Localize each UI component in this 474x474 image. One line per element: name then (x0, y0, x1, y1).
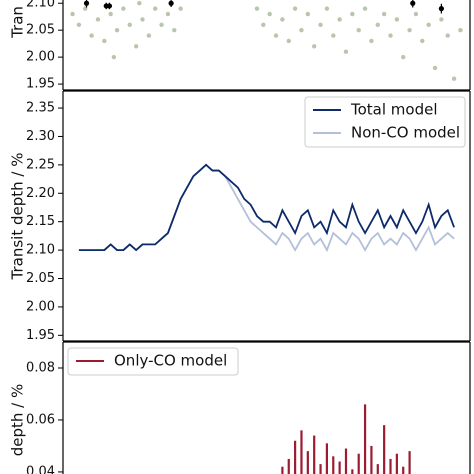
point (127, 22, 132, 27)
point (311, 44, 317, 49)
point (168, 0, 174, 6)
y-axis-label: Transit depth / % (9, 153, 27, 281)
point (410, 0, 416, 6)
plot-area (281, 404, 411, 474)
plot-area (70, 0, 463, 81)
point (407, 27, 412, 33)
point (337, 17, 342, 22)
point (178, 6, 183, 11)
point (106, 3, 113, 9)
y-axis-label: Tran (9, 6, 27, 39)
y-tick-label: 2.00 (26, 299, 55, 314)
point (267, 11, 272, 17)
point (111, 54, 117, 60)
point (426, 22, 431, 27)
point (331, 33, 336, 38)
panel-frame (62, 341, 471, 474)
legend-label: Only-CO model (114, 352, 227, 370)
point (133, 44, 139, 49)
y-tick-label: 0.04 (26, 464, 55, 474)
point (286, 38, 291, 44)
point (432, 65, 438, 71)
line (78, 163, 455, 252)
point (401, 54, 406, 60)
point (445, 33, 450, 38)
point (153, 6, 158, 11)
point (76, 22, 82, 27)
point (343, 49, 349, 54)
y-tick-label: 2.05 (26, 23, 55, 38)
point (305, 11, 311, 17)
point (375, 22, 380, 27)
point (137, 1, 142, 6)
y-tick-label: 1.95 (26, 77, 55, 92)
y-tick-label: 2.00 (26, 50, 55, 65)
y-tick-label: 2.35 (26, 101, 55, 116)
point (350, 11, 355, 17)
point (362, 6, 368, 11)
point (108, 11, 113, 17)
point (165, 11, 171, 17)
point (70, 11, 75, 17)
point (83, 0, 90, 6)
y-tick-label: 2.05 (26, 271, 55, 286)
legend-box (304, 96, 466, 148)
point (356, 27, 361, 33)
legend-label: Total model (350, 101, 438, 119)
y-tick-label: 2.10 (26, 243, 55, 258)
plot-area (78, 163, 455, 253)
legend-box (67, 347, 239, 376)
y-tick-label: 2.30 (26, 129, 55, 144)
point (369, 38, 374, 44)
point (89, 33, 94, 38)
y-tick-label: 1.95 (26, 328, 55, 343)
line (78, 163, 455, 253)
point (273, 33, 279, 38)
point (451, 76, 457, 81)
point (438, 6, 444, 12)
point (381, 11, 387, 17)
point (420, 38, 425, 44)
point (324, 6, 330, 11)
point (413, 11, 419, 17)
point (292, 6, 298, 11)
point (280, 17, 285, 22)
point (159, 22, 164, 27)
point (121, 6, 126, 11)
y-tick-label: 2.20 (26, 186, 55, 201)
point (254, 6, 260, 11)
y-tick-label: 2.25 (26, 157, 55, 172)
point (299, 27, 304, 33)
point (458, 27, 463, 33)
point (146, 33, 152, 38)
point (388, 33, 393, 38)
y-tick-label: 2.10 (26, 0, 55, 11)
point (114, 27, 120, 33)
y-tick-label: 0.06 (26, 412, 55, 427)
point (95, 17, 101, 22)
y-axis-label: depth / % (9, 384, 27, 457)
point (102, 38, 107, 44)
y-tick-label: 0.08 (26, 360, 55, 375)
point (140, 17, 145, 22)
point (261, 22, 266, 27)
point (172, 27, 177, 33)
point (318, 22, 323, 27)
legend-label: Non-CO model (351, 124, 460, 142)
panel-frame (62, 90, 471, 342)
point (439, 17, 444, 22)
y-tick-label: 2.15 (26, 214, 55, 229)
point (394, 17, 400, 22)
panel-frame (62, 0, 471, 91)
